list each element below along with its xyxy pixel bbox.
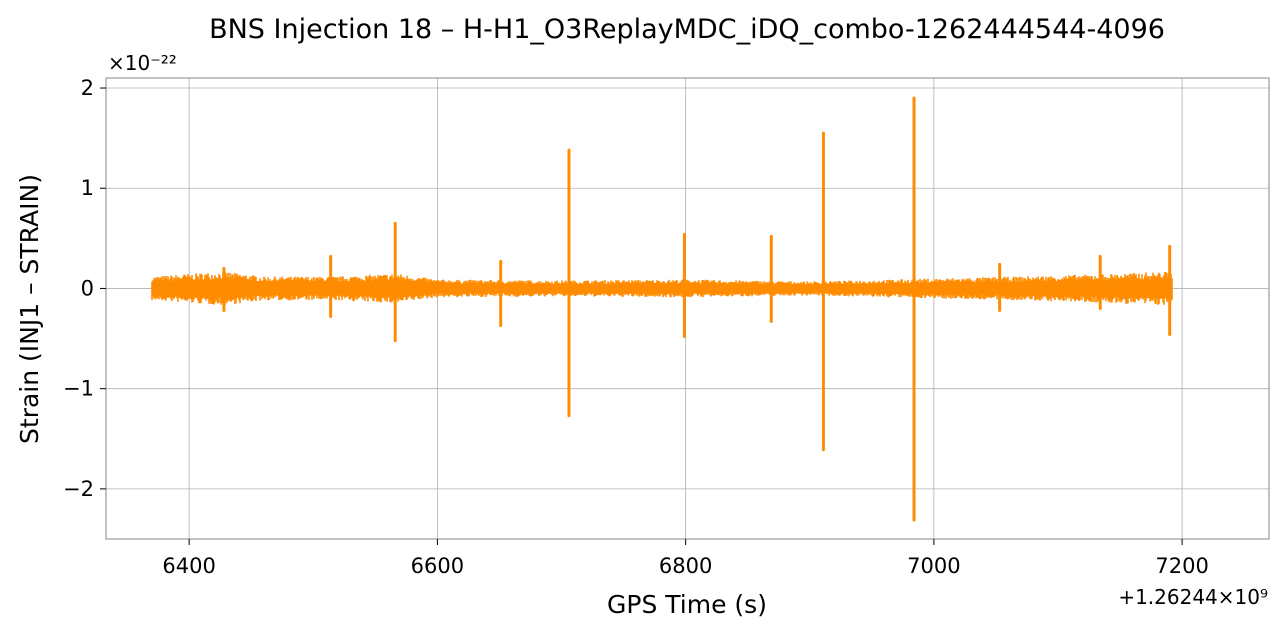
x-tick-label: 7200 (1155, 554, 1208, 578)
x-tick-label: 6400 (162, 554, 215, 578)
strain-trace (151, 96, 1173, 522)
x-offset-label: +1.26244×10⁹ (1118, 585, 1268, 609)
x-tick-label: 6600 (411, 554, 464, 578)
plot-frame (105, 77, 1270, 540)
x-axis-ticks: 6400 6600 6800 7000 7200 (162, 539, 1209, 578)
x-tick-label: 7000 (907, 554, 960, 578)
y-tick-label: −2 (63, 477, 94, 501)
x-tick-label: 6800 (659, 554, 712, 578)
y-tick-label: −1 (63, 377, 94, 401)
y-axis-label: Strain (INJ1 – STRAIN) (15, 174, 44, 444)
x-axis-label: GPS Time (s) (607, 590, 767, 619)
y-tick-label: 0 (81, 276, 94, 300)
y-scale-label: ×10⁻²² (108, 51, 177, 75)
grid-lines (106, 78, 1269, 539)
strain-noise-band (151, 271, 1173, 305)
y-axis-ticks: −2 −1 0 1 2 (63, 76, 106, 501)
y-tick-label: 1 (81, 176, 94, 200)
y-tick-label: 2 (81, 76, 94, 100)
chart-title: BNS Injection 18 – H-H1_O3ReplayMDC_iDQ_… (209, 14, 1165, 45)
